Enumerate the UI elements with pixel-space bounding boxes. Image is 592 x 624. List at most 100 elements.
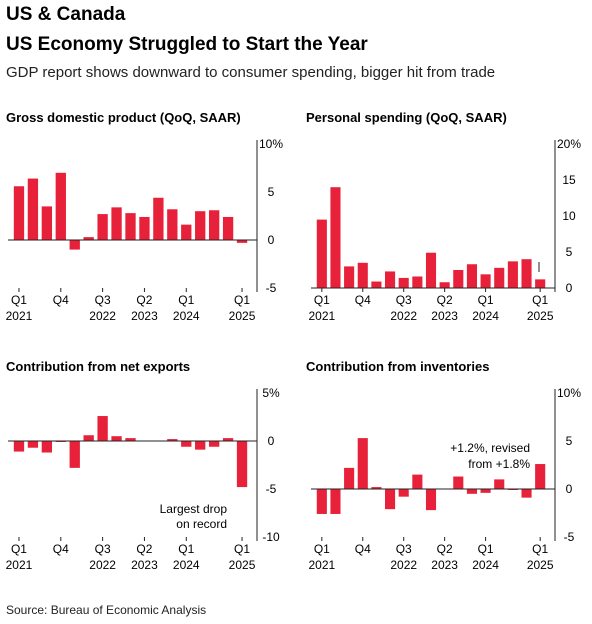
bar <box>236 441 248 488</box>
y-tick-label: 5 <box>566 245 573 259</box>
x-tick-year-label: 2025 <box>527 558 554 572</box>
x-tick-label: Q3 <box>396 542 412 556</box>
spending-chart-title: Personal spending (QoQ, SAAR) <box>306 110 507 125</box>
bar <box>111 436 122 441</box>
y-tick-label: -10 <box>262 530 280 544</box>
bar <box>535 464 546 489</box>
bar <box>316 219 327 288</box>
x-tick-year-label: 2022 <box>89 558 116 572</box>
bar <box>480 274 491 288</box>
x-tick-year-label: 2023 <box>431 309 458 323</box>
bar <box>425 489 437 511</box>
x-tick-label: Q1 <box>178 293 194 307</box>
bar <box>208 441 220 447</box>
bar <box>208 210 220 240</box>
inventories-chart-title: Contribution from inventories <box>306 359 490 374</box>
bar <box>167 209 178 240</box>
bar <box>316 489 327 514</box>
y-tick-label: 5 <box>268 185 275 199</box>
bar <box>41 441 53 453</box>
x-tick-year-label: 2025 <box>527 309 554 323</box>
x-tick-year-label: 2024 <box>472 309 499 323</box>
bar <box>521 489 532 498</box>
bar <box>371 281 382 288</box>
y-tick-label: 10% <box>259 137 283 151</box>
x-tick-label: Q3 <box>396 293 412 307</box>
x-tick-label: Q1 <box>314 542 330 556</box>
bar <box>125 438 136 441</box>
bar <box>125 213 136 240</box>
x-tick-year-label: 2023 <box>131 309 158 323</box>
bar <box>330 489 341 514</box>
bar <box>167 439 178 441</box>
bar <box>507 261 518 288</box>
chart-annotation: on record <box>176 517 227 531</box>
bar <box>453 270 464 288</box>
bar <box>494 267 505 288</box>
x-tick-year-label: 2021 <box>308 558 335 572</box>
y-tick-label: -5 <box>266 482 277 496</box>
bar <box>83 237 94 240</box>
y-tick-label: 5 <box>566 434 573 448</box>
bar <box>425 252 437 288</box>
y-tick-label: -5 <box>266 281 277 295</box>
y-tick-label: 0 <box>268 233 275 247</box>
net-exports-chart-title: Contribution from net exports <box>6 359 191 374</box>
x-tick-label: Q1 <box>532 542 548 556</box>
bar <box>385 489 396 510</box>
y-tick-label: 0 <box>268 434 275 448</box>
x-tick-label: Q1 <box>234 542 250 556</box>
x-tick-year-label: 2022 <box>89 309 116 323</box>
bar <box>181 224 192 240</box>
chart-annotation: +1.2%, revised <box>450 441 530 455</box>
x-tick-year-label: 2021 <box>6 309 33 323</box>
bar <box>13 186 25 240</box>
bar <box>41 206 53 240</box>
y-tick-label: 10 <box>562 209 576 223</box>
bar <box>222 216 234 240</box>
x-tick-year-label: 2022 <box>390 309 417 323</box>
bar <box>181 441 192 447</box>
bar <box>83 435 94 441</box>
x-tick-year-label: 2021 <box>6 558 33 572</box>
bar <box>453 476 464 489</box>
bar <box>55 172 66 240</box>
bar <box>357 262 368 288</box>
x-tick-year-label: 2025 <box>229 558 256 572</box>
x-tick-label: Q2 <box>136 542 152 556</box>
bar <box>494 479 505 489</box>
y-tick-label: 0 <box>566 281 573 295</box>
bar <box>69 441 80 468</box>
x-tick-year-label: 2022 <box>390 558 417 572</box>
x-tick-label: Q4 <box>53 293 69 307</box>
bar <box>466 489 477 494</box>
x-tick-year-label: 2024 <box>173 558 200 572</box>
x-tick-label: Q1 <box>478 542 494 556</box>
bar <box>195 211 206 240</box>
bar <box>412 474 423 489</box>
x-tick-year-label: 2024 <box>472 558 499 572</box>
bar <box>97 214 108 240</box>
x-tick-label: Q3 <box>95 542 111 556</box>
x-tick-label: Q4 <box>355 293 371 307</box>
bar <box>412 276 423 288</box>
bar <box>222 438 234 441</box>
subheadline: GDP report shows downward to consumer sp… <box>6 64 496 81</box>
x-tick-label: Q4 <box>53 542 69 556</box>
x-tick-year-label: 2024 <box>173 309 200 323</box>
bar <box>398 489 409 497</box>
y-tick-label: 0 <box>566 482 573 496</box>
x-tick-year-label: 2023 <box>131 558 158 572</box>
y-tick-label: -5 <box>564 530 575 544</box>
bar <box>27 441 39 448</box>
bar <box>466 264 477 288</box>
bar <box>344 467 355 489</box>
x-tick-label: Q1 <box>478 293 494 307</box>
bar <box>371 487 382 489</box>
x-tick-label: Q4 <box>355 542 371 556</box>
bar <box>398 277 409 288</box>
gdp-chart-title: Gross domestic product (QoQ, SAAR) <box>6 110 241 125</box>
bar <box>480 489 491 493</box>
bar <box>535 279 546 288</box>
